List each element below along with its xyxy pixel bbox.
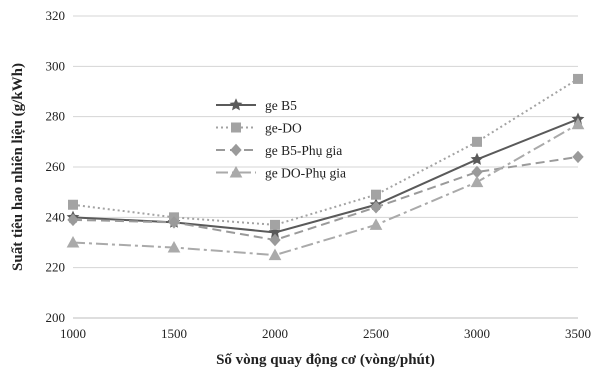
legend-label: ge-DO (265, 121, 302, 136)
data-point (167, 240, 181, 253)
x-tick-label: 3500 (565, 326, 591, 341)
series-line (72, 155, 579, 242)
data-point (572, 150, 584, 164)
y-axis-title: Suất tiêu hao nhiên liệu (g/kWh) (10, 63, 26, 271)
y-tick-label: 200 (46, 310, 66, 325)
data-point (270, 219, 280, 230)
x-axis-title: Số vòng quay động cơ (vòng/phút) (216, 352, 435, 368)
x-tick-label: 1500 (161, 326, 187, 341)
data-point (229, 98, 243, 111)
data-point (571, 117, 585, 130)
y-tick-label: 300 (46, 58, 66, 73)
legend-label: ge B5 (265, 98, 297, 113)
series-line (72, 78, 579, 226)
data-point (230, 143, 242, 157)
x-tick-label: 2500 (363, 326, 389, 341)
data-point (371, 189, 381, 200)
data-point (66, 235, 80, 248)
data-point (231, 122, 241, 133)
y-tick-label: 280 (46, 109, 66, 124)
axes: 200 220 240 260 280 300 320 1000 1500 2000 2500 300… (46, 8, 592, 341)
legend-entry: ge B5-Phụ gia (216, 143, 342, 158)
y-tick-label: 220 (46, 260, 66, 275)
data-point (472, 136, 482, 147)
y-tick-label: 240 (46, 209, 66, 224)
data-point (470, 152, 484, 165)
data-point (67, 213, 79, 227)
data-point (269, 233, 281, 247)
data-point (369, 218, 383, 230)
data-point (370, 201, 382, 214)
legend-label: ge DO-Phụ gia (265, 166, 346, 181)
legend: ge B5 ge-DO ge B5-Phụ gia ge DO-Phụ gia (216, 98, 346, 181)
y-tick-label: 320 (46, 8, 66, 23)
data-point (268, 248, 282, 261)
x-tick-label: 2000 (262, 326, 288, 341)
legend-label: ge B5-Phụ gia (265, 143, 342, 158)
legend-entry: ge B5 (216, 98, 297, 113)
x-tick-label: 3000 (464, 326, 490, 341)
series-4 (66, 117, 585, 261)
series-line (72, 123, 579, 257)
y-tick-label: 260 (46, 159, 66, 174)
x-tick-label: 1000 (60, 326, 86, 341)
data-point (68, 199, 78, 210)
series-3 (67, 150, 584, 247)
data-point (470, 175, 484, 188)
legend-entry: ge-DO (216, 121, 302, 136)
series-group (66, 73, 585, 261)
data-point (229, 165, 243, 178)
data-point (573, 73, 583, 84)
legend-entry: ge DO-Phụ gia (216, 166, 346, 181)
data-point (168, 216, 180, 229)
gridlines (73, 15, 578, 319)
